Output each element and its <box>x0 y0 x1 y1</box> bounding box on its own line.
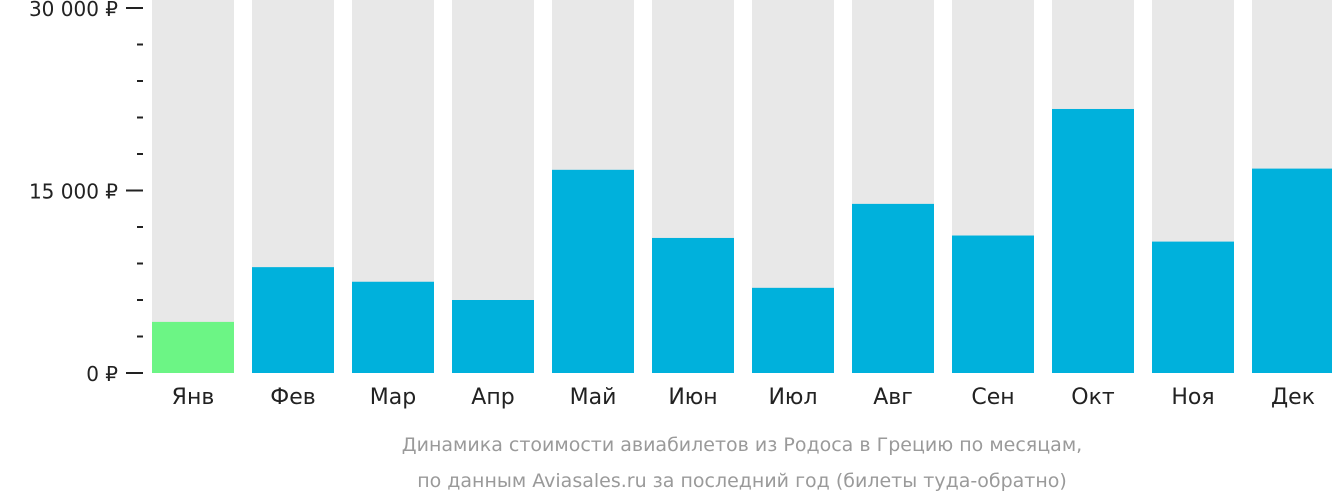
bar-2[interactable] <box>252 267 334 373</box>
x-tick-label: Янв <box>172 385 215 410</box>
bar-12[interactable] <box>1252 168 1332 373</box>
x-tick-label: Ноя <box>1171 385 1214 410</box>
y-axis: 0 ₽ 15 000 ₽ 30 000 ₽ <box>29 0 143 386</box>
x-axis: Янв Фев Мар Апр Май Июн Июл Авг Сен Окт Ноя Дек <box>172 385 1315 410</box>
x-tick-label: Сен <box>971 385 1014 410</box>
x-tick-label: Май <box>570 385 617 410</box>
bar-7[interactable] <box>752 287 834 373</box>
x-tick-label: Мар <box>370 385 416 410</box>
x-tick-label: Апр <box>471 385 514 410</box>
value-bars <box>152 108 1332 373</box>
chart-caption-line-1: Динамика стоимости авиабилетов из Родоса… <box>402 434 1082 456</box>
bar-11[interactable] <box>1152 241 1234 373</box>
chart-caption-line-2: по данным Aviasales.ru за последний год … <box>417 470 1067 492</box>
bar-3[interactable] <box>352 281 434 373</box>
x-tick-label: Июн <box>668 385 717 410</box>
y-tick-label: 30 000 ₽ <box>29 0 118 21</box>
x-tick-label: Июл <box>768 385 817 410</box>
x-tick-label: Авг <box>873 385 913 410</box>
bar-10[interactable] <box>1052 108 1134 373</box>
bar-9[interactable] <box>952 235 1034 373</box>
x-tick-label: Окт <box>1071 385 1115 410</box>
bar-8[interactable] <box>852 203 934 373</box>
bar-1[interactable] <box>152 321 234 373</box>
bar-4[interactable] <box>452 300 534 373</box>
background-bar-1 <box>152 0 234 373</box>
x-tick-label: Фев <box>270 385 315 410</box>
y-tick-label: 0 ₽ <box>86 362 118 386</box>
bar-5[interactable] <box>552 169 634 373</box>
bar-6[interactable] <box>652 237 734 373</box>
y-tick-label: 15 000 ₽ <box>29 180 118 204</box>
x-tick-label: Дек <box>1271 385 1315 410</box>
